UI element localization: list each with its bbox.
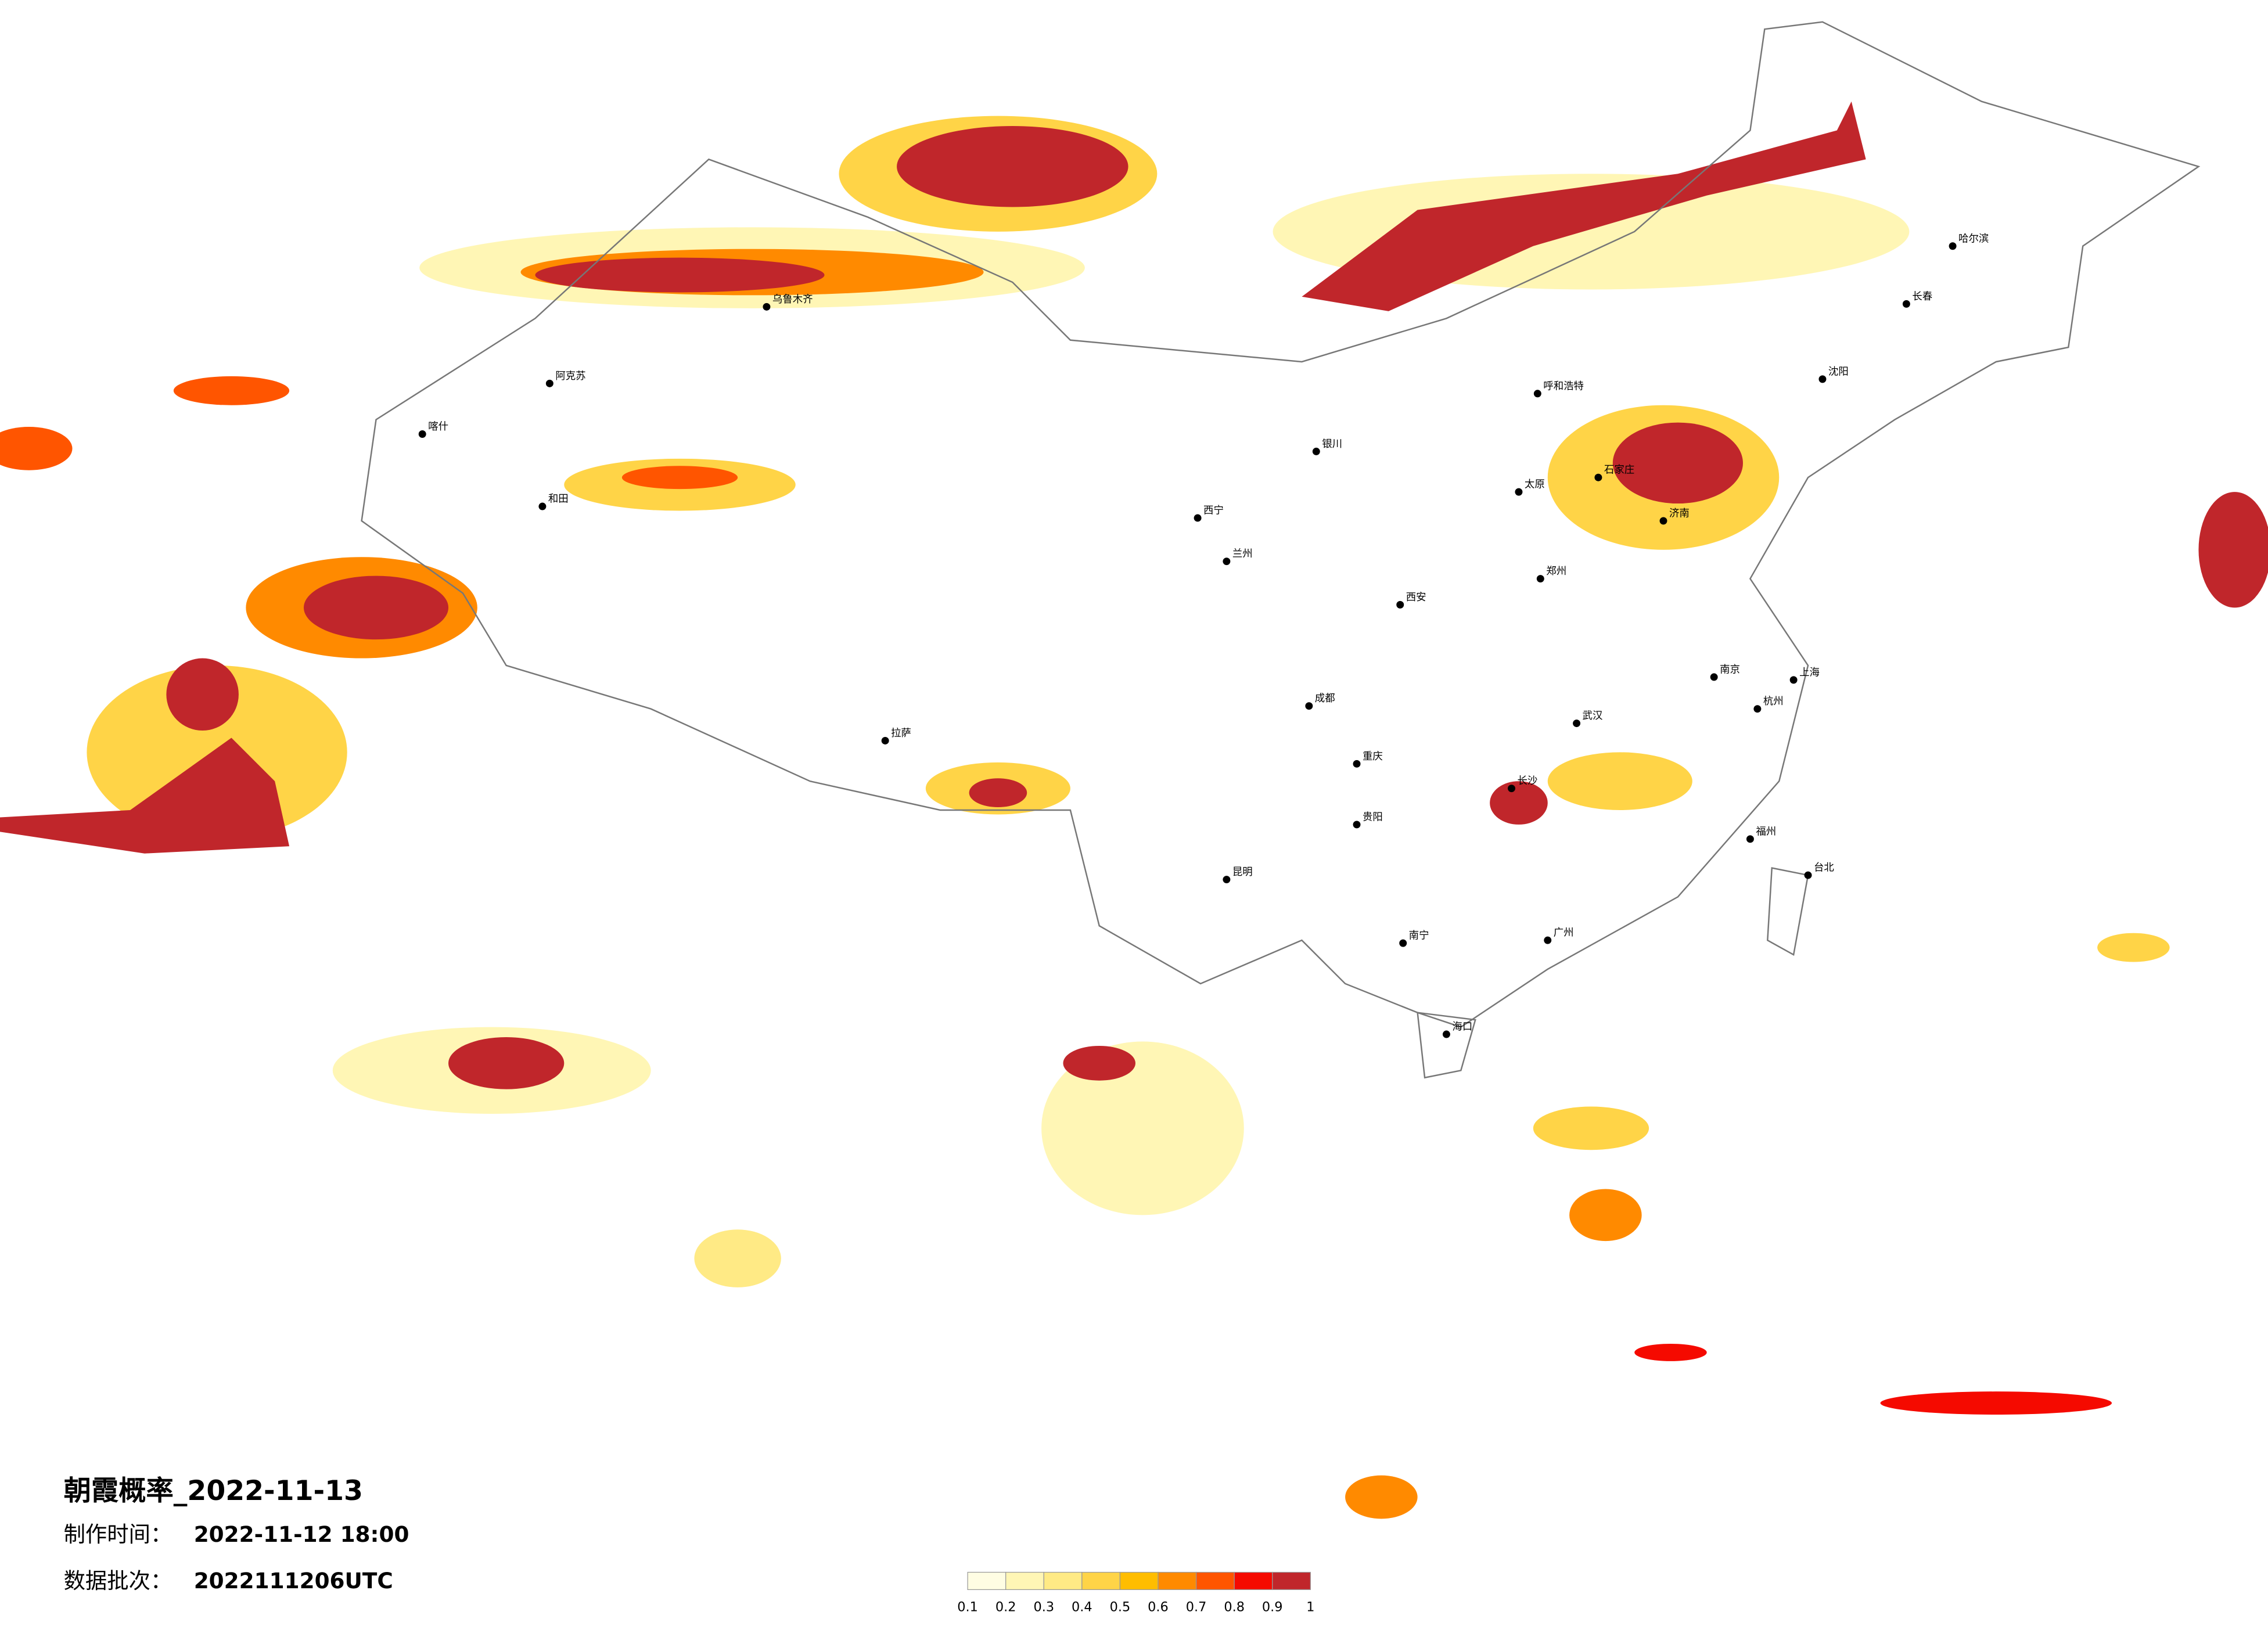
city-label: 南宁	[1409, 930, 1429, 942]
city-dot	[1353, 821, 1361, 829]
legend-swatch	[967, 1571, 1007, 1590]
city-label: 乌鲁木齐	[772, 294, 813, 305]
city-label: 阿克苏	[555, 370, 585, 382]
city-dot	[1804, 871, 1812, 879]
city-label: 台北	[1814, 862, 1834, 874]
city-label: 成都	[1315, 693, 1335, 704]
city-label: 杭州	[1763, 696, 1784, 707]
city-label: 长春	[1912, 291, 1932, 303]
city-dot	[1399, 939, 1407, 947]
city-label: 福州	[1756, 826, 1776, 837]
city-label: 南京	[1720, 664, 1740, 675]
city-label: 哈尔滨	[1958, 233, 1989, 244]
city-dot	[1710, 673, 1718, 681]
city-label: 和田	[548, 494, 569, 505]
city-label: 济南	[1669, 508, 1690, 519]
city-dot	[1396, 600, 1404, 609]
city-label: 广州	[1554, 927, 1574, 939]
legend-tick-label: 0.8	[1224, 1600, 1245, 1615]
city-dot	[1573, 720, 1581, 728]
city-dot	[1594, 473, 1602, 481]
city-dot	[1949, 242, 1957, 250]
legend-tick-label: 0.2	[995, 1600, 1016, 1615]
city-label: 喀什	[428, 421, 448, 433]
legend-swatch	[1005, 1571, 1044, 1590]
legend-tick-label: 0.4	[1072, 1600, 1092, 1615]
made-time: 2022-11-12 18:00	[194, 1521, 409, 1547]
legend-tick-label: 0.1	[957, 1600, 978, 1615]
city-label: 呼和浩特	[1543, 380, 1584, 392]
city-label: 沈阳	[1828, 366, 1849, 377]
probability-field	[0, 101, 2268, 1519]
batch: 2022111206UTC	[194, 1568, 393, 1593]
city-dot	[1533, 390, 1541, 398]
legend-swatch	[1272, 1571, 1311, 1590]
city-label: 重庆	[1363, 751, 1383, 762]
city-label: 兰州	[1232, 548, 1253, 560]
legend-tick-label: 0.9	[1262, 1600, 1283, 1615]
city-dot	[1442, 1030, 1450, 1038]
legend: 0.1 0.2 0.3 0.4 0.5 0.6 0.7 0.8 0.9 1	[957, 1571, 1314, 1615]
city-dot	[1305, 702, 1313, 710]
city-dot	[1223, 557, 1231, 566]
city-label: 海口	[1452, 1021, 1472, 1033]
city-label: 贵阳	[1363, 811, 1383, 823]
batch-label: 数据批次：	[64, 1568, 172, 1593]
legend-tick-label: 0.7	[1186, 1600, 1207, 1615]
city-dot	[1223, 876, 1231, 884]
city-dot	[1746, 835, 1754, 843]
city-dot	[538, 502, 547, 510]
city-dot	[1818, 375, 1827, 383]
city-dot	[1194, 514, 1202, 522]
city-label: 上海	[1799, 667, 1820, 678]
made-time-label: 制作时间：	[64, 1521, 172, 1547]
city-label: 石家庄	[1604, 465, 1634, 476]
city-dot	[881, 737, 889, 744]
city-dot	[1753, 705, 1762, 713]
city-dot	[545, 379, 553, 387]
city-dot	[1515, 488, 1523, 496]
legend-swatch	[1043, 1571, 1083, 1590]
city-dot	[763, 303, 771, 311]
city-label: 长沙	[1517, 775, 1537, 787]
legend-tick-label: 1	[1306, 1600, 1314, 1615]
city-dot	[1544, 936, 1552, 944]
legend-swatch	[1234, 1571, 1273, 1590]
legend-swatch	[1119, 1571, 1159, 1590]
city-label: 西安	[1406, 592, 1426, 603]
city-dot	[418, 430, 426, 438]
city-dot	[1508, 785, 1515, 793]
legend-swatch	[1158, 1571, 1197, 1590]
island-border	[1417, 867, 1809, 1079]
city-label: 郑州	[1546, 566, 1566, 577]
title: 朝霞概率_2022-11-13	[64, 1475, 363, 1507]
city-dot	[1789, 676, 1798, 684]
legend-swatch	[1081, 1571, 1121, 1590]
china-border	[361, 21, 2201, 1028]
legend-swatch	[1195, 1571, 1235, 1590]
city-label: 太原	[1525, 479, 1545, 491]
city-dot	[1312, 447, 1320, 455]
legend-tick-label: 0.5	[1110, 1600, 1131, 1615]
city-dot	[1902, 300, 1910, 308]
city-dot	[1536, 575, 1544, 583]
city-label: 昆明	[1232, 866, 1253, 878]
legend-tick-label: 0.6	[1148, 1600, 1169, 1615]
city-label: 拉萨	[891, 728, 911, 739]
city-dot	[1659, 517, 1667, 525]
legend-tick-label: 0.3	[1033, 1600, 1054, 1615]
city-label: 银川	[1322, 438, 1342, 450]
city-label: 武汉	[1583, 710, 1603, 722]
city-label: 西宁	[1203, 505, 1224, 516]
city-dot	[1353, 760, 1361, 768]
